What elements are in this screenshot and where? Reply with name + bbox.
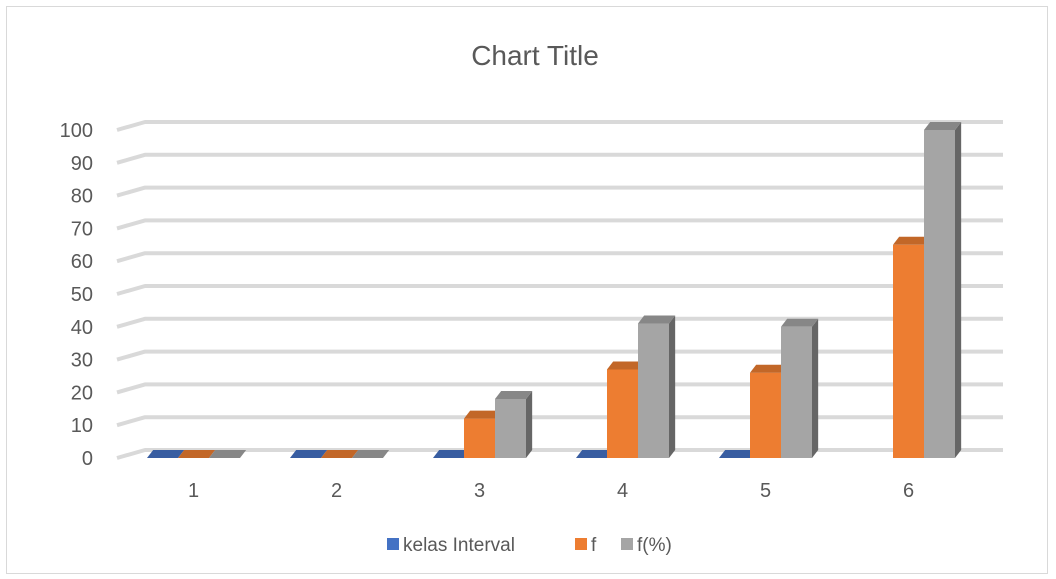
bar-top [607, 361, 645, 370]
bar-top [290, 450, 328, 458]
bar-top [719, 450, 757, 458]
bars [147, 122, 962, 458]
gridline [116, 284, 1003, 296]
x-tick-label: 5 [760, 480, 771, 502]
x-tick-label: 3 [474, 480, 485, 502]
gridline [116, 218, 1003, 231]
y-tick-label: 100 [60, 120, 93, 142]
bar-side [669, 315, 676, 458]
bar-front [924, 130, 955, 458]
x-tick-label: 2 [331, 480, 342, 502]
bar-front [495, 398, 526, 458]
legend-item: f(%) [621, 535, 672, 556]
y-tick-label: 30 [71, 350, 93, 372]
bar-top [464, 410, 502, 419]
bar [719, 450, 757, 458]
bar [147, 450, 185, 458]
gridline [116, 448, 1003, 460]
legend: kelas Interval f f(%) [387, 535, 672, 556]
bar [924, 122, 962, 458]
bar-top [147, 450, 185, 458]
gridline [116, 251, 1003, 264]
gridline [116, 349, 1003, 362]
legend-item: f [575, 535, 597, 556]
bar-top [638, 315, 676, 324]
gridline [116, 152, 1003, 165]
bar-front [464, 418, 495, 458]
bar [495, 390, 533, 458]
y-tick-label: 70 [71, 218, 93, 240]
bar-side [955, 122, 962, 458]
y-tick-label: 10 [71, 415, 93, 437]
bar-top [750, 364, 788, 373]
bar-top [924, 122, 962, 130]
chart-title: Chart Title [471, 40, 599, 71]
bar-top [495, 390, 533, 399]
y-tick-label: 40 [71, 317, 93, 339]
bar-front [607, 369, 638, 458]
x-tick-label: 4 [617, 480, 628, 502]
x-axis-ticks: 1 2 3 4 5 6 [188, 480, 914, 502]
gridline [116, 120, 1003, 132]
chart-frame: Chart Title 0 10 20 30 40 50 60 70 80 90 100 1 2 3 4 5… [6, 6, 1048, 574]
bar-top [893, 236, 931, 245]
bar [433, 450, 471, 458]
bar [352, 450, 390, 458]
y-tick-label: 20 [71, 382, 93, 404]
y-tick-label: 90 [71, 153, 93, 175]
y-tick-label: 80 [71, 186, 93, 208]
bar-side [526, 390, 533, 458]
bar [781, 318, 819, 458]
y-tick-label: 60 [71, 251, 93, 273]
gridline [116, 415, 1003, 428]
bar-top [576, 450, 614, 458]
bar [638, 315, 676, 458]
y-axis-ticks: 0 10 20 30 40 50 60 70 80 90 100 [60, 120, 93, 470]
bar [321, 450, 359, 458]
bar-side [812, 318, 819, 458]
bar [178, 450, 216, 458]
bar-front [750, 372, 781, 458]
legend-swatch [621, 538, 633, 550]
bar-front [893, 244, 924, 458]
y-tick-label: 0 [82, 448, 93, 470]
legend-swatch [575, 538, 587, 550]
bar-top [321, 450, 359, 458]
bar-top [209, 450, 247, 458]
gridline [116, 316, 1003, 329]
legend-label: kelas Interval [403, 535, 515, 556]
x-tick-label: 6 [903, 480, 914, 502]
bar [290, 450, 328, 458]
gridlines [116, 120, 1003, 460]
legend-label: f(%) [637, 535, 672, 556]
bar [576, 450, 614, 458]
bar [209, 450, 247, 458]
legend-swatch [387, 538, 399, 550]
y-tick-label: 50 [71, 284, 93, 306]
gridline [116, 382, 1003, 395]
legend-label: f [591, 535, 597, 556]
chart-svg: Chart Title 0 10 20 30 40 50 60 70 80 90 100 1 2 3 4 5… [60, 40, 1003, 556]
bar-front [781, 326, 812, 458]
bar-top [352, 450, 390, 458]
bar-top [178, 450, 216, 458]
gridline [116, 185, 1003, 198]
legend-item: kelas Interval [387, 535, 515, 556]
bar-top [433, 450, 471, 458]
x-tick-label: 1 [188, 480, 199, 502]
bar-front [638, 323, 669, 458]
bar-top [781, 318, 819, 327]
